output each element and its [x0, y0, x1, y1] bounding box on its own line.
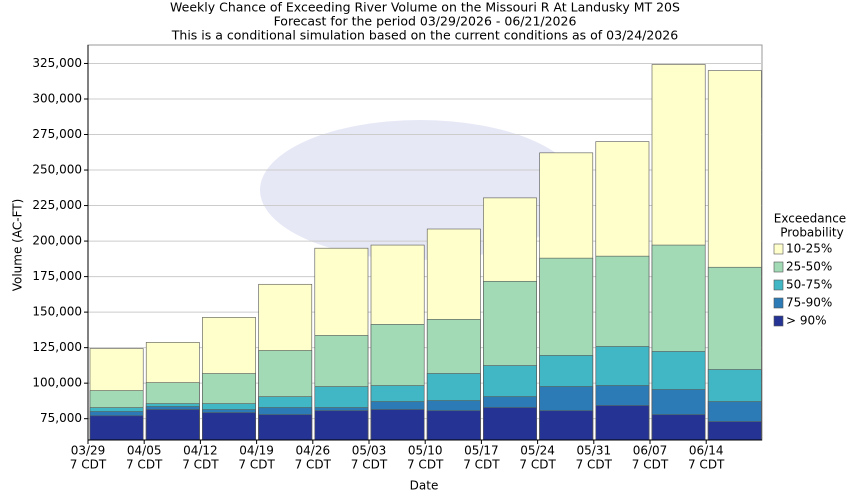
legend-swatch — [773, 297, 784, 309]
y-tick-label: 300,000 — [32, 91, 82, 105]
x-tick-label: 7 CDT — [407, 458, 444, 472]
y-tick-label: 325,000 — [32, 56, 82, 70]
x-tick-label: 7 CDT — [70, 458, 107, 472]
chart-subtitle: Forecast for the period 03/29/2026 - 06/… — [274, 14, 577, 29]
y-tick-label: 175,000 — [32, 269, 82, 283]
x-tick-label: 7 CDT — [238, 458, 275, 472]
x-tick-label: 05/24 — [520, 444, 555, 458]
x-axis-label: Date — [410, 479, 439, 493]
bar-segment — [539, 410, 594, 441]
x-tick-label: 7 CDT — [519, 458, 556, 472]
x-tick-label: 7 CDT — [688, 458, 725, 472]
legend-swatch — [773, 279, 784, 291]
x-tick-label: 04/05 — [127, 444, 162, 458]
y-tick-label: 250,000 — [32, 163, 82, 177]
bar-segment — [483, 407, 537, 441]
x-tick-label: 05/03 — [352, 444, 387, 458]
x-tick-label: 06/14 — [689, 444, 724, 458]
legend-title: Exceedance — [774, 212, 846, 226]
y-tick-label: 75,000 — [40, 411, 82, 425]
y-axis-label: Volume (AC-FT) — [11, 199, 25, 292]
legend-title: Probability — [780, 226, 843, 240]
x-tick-label: 04/19 — [239, 444, 274, 458]
bar-segment — [651, 414, 706, 441]
chart-subtitle: This is a conditional simulation based o… — [171, 28, 678, 43]
x-tick-label: 05/31 — [577, 444, 612, 458]
bar-segment — [370, 409, 425, 441]
legend-label: 25-50% — [786, 260, 832, 274]
bar-segment — [595, 405, 650, 441]
legend-label: 50-75% — [786, 278, 832, 292]
legend-swatch — [773, 261, 784, 273]
bar-segment — [145, 409, 200, 441]
legend-label: 75-90% — [786, 296, 832, 310]
x-tick-label: 03/29 — [71, 444, 106, 458]
y-tick-label: 125,000 — [32, 340, 82, 354]
bar-segment — [89, 415, 144, 441]
bar-segment — [314, 410, 369, 441]
bar-segment — [707, 421, 762, 441]
x-tick-label: 7 CDT — [576, 458, 613, 472]
x-tick-label: 7 CDT — [295, 458, 332, 472]
bar-segment — [426, 410, 481, 441]
x-tick-label: 7 CDT — [182, 458, 219, 472]
legend-label: > 90% — [786, 314, 827, 328]
bar-segment — [202, 412, 256, 441]
x-tick-label: 06/07 — [633, 444, 668, 458]
x-tick-label: 7 CDT — [126, 458, 163, 472]
chart-title: Weekly Chance of Exceeding River Volume … — [170, 0, 680, 15]
x-tick-label: 04/26 — [296, 444, 331, 458]
x-tick-label: 7 CDT — [351, 458, 388, 472]
y-tick-label: 200,000 — [32, 234, 82, 248]
x-tick-label: 7 CDT — [632, 458, 669, 472]
y-tick-label: 100,000 — [32, 376, 82, 390]
y-tick-label: 225,000 — [32, 198, 82, 212]
x-tick-label: 7 CDT — [463, 458, 500, 472]
legend-swatch — [773, 315, 784, 327]
x-tick-label: 04/12 — [183, 444, 218, 458]
legend-label: 10-25% — [786, 242, 832, 256]
x-tick-label: 05/10 — [408, 444, 443, 458]
x-tick-label: 05/17 — [464, 444, 499, 458]
y-tick-label: 275,000 — [32, 127, 82, 141]
bar-segment — [258, 414, 313, 441]
legend-swatch — [773, 243, 784, 255]
y-tick-label: 150,000 — [32, 305, 82, 319]
